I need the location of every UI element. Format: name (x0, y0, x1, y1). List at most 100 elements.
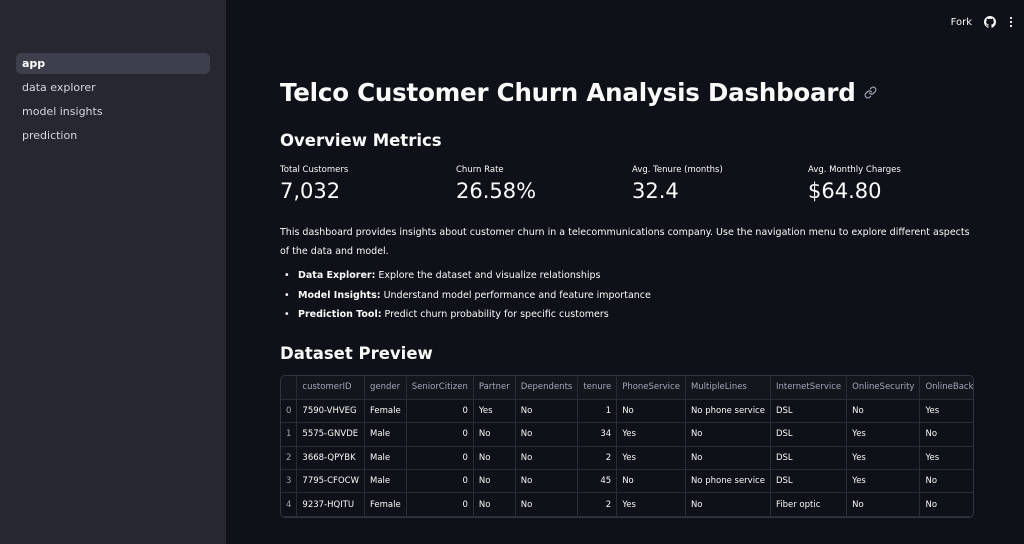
fork-button[interactable]: Fork (950, 16, 972, 28)
table-cell[interactable]: Yes (846, 446, 921, 471)
table-cell[interactable]: No (919, 469, 973, 494)
table-cell[interactable]: 34 (577, 422, 618, 447)
main-content: Telco Customer Churn Analysis Dashboard … (280, 0, 980, 544)
column-header[interactable]: Dependents (515, 376, 579, 400)
table-cell[interactable]: No (616, 399, 686, 424)
table-cell[interactable]: No (473, 422, 516, 447)
table-cell[interactable]: No (685, 492, 771, 517)
table-cell[interactable]: Male (364, 422, 407, 447)
list-item: Data Explorer: Explore the dataset and v… (280, 266, 970, 286)
sidebar-item-prediction[interactable]: prediction (22, 129, 78, 142)
list-item-title: Prediction Tool: (298, 309, 382, 320)
column-header[interactable]: InternetService (770, 376, 848, 400)
metric-avg-tenure: Avg. Tenure (months) 32.4 (632, 165, 723, 203)
table-cell[interactable]: 7590-VHVEG (296, 399, 365, 424)
table-cell[interactable]: 2 (577, 446, 618, 471)
table-cell[interactable]: No (846, 492, 921, 517)
table-cell[interactable]: No (685, 446, 771, 471)
table-header-row: customerID gender SeniorCitizen Partner … (281, 376, 973, 400)
table-cell[interactable]: Yes (919, 399, 973, 424)
table-cell[interactable]: 2 (577, 492, 618, 517)
table-cell[interactable]: 0 (406, 422, 474, 447)
table-cell[interactable]: Yes (846, 469, 921, 494)
table-cell[interactable]: No (473, 492, 516, 517)
table-cell[interactable]: No (515, 469, 579, 494)
column-header[interactable]: gender (364, 376, 407, 400)
table-cell[interactable]: No (515, 492, 579, 517)
column-header[interactable]: PhoneService (616, 376, 686, 400)
table-cell[interactable]: Yes (919, 446, 973, 471)
table-cell[interactable]: DSL (770, 446, 848, 471)
table-cell[interactable]: No (515, 422, 579, 447)
metric-label: Churn Rate (456, 165, 504, 175)
page-header: Telco Customer Churn Analysis Dashboard (280, 78, 877, 107)
metric-label: Avg. Monthly Charges (808, 165, 901, 175)
table-cell[interactable]: 9237-HQITU (296, 492, 365, 517)
column-header[interactable]: tenure (577, 376, 618, 400)
table-cell[interactable]: Yes (846, 422, 921, 447)
sidebar-item-data-explorer[interactable]: data explorer (22, 81, 96, 94)
github-icon[interactable] (984, 16, 996, 28)
list-item: Model Insights: Understand model perform… (280, 286, 970, 306)
more-vertical-icon[interactable] (1008, 16, 1014, 28)
column-header[interactable]: Partner (473, 376, 516, 400)
metric-avg-monthly-charges: Avg. Monthly Charges $64.80 (808, 165, 901, 203)
table-cell[interactable]: 0 (406, 492, 474, 517)
sidebar-item-app[interactable]: app (16, 53, 210, 74)
metric-churn-rate: Churn Rate 26.58% (456, 165, 536, 203)
table-cell[interactable]: No (473, 469, 516, 494)
page-title: Telco Customer Churn Analysis Dashboard (280, 78, 856, 107)
column-header[interactable]: customerID (296, 376, 365, 400)
list-item: Prediction Tool: Predict churn probabili… (280, 305, 970, 325)
table-cell[interactable]: 45 (577, 469, 618, 494)
table-cell[interactable]: No phone service (685, 469, 771, 494)
sidebar-item-model-insights[interactable]: model insights (22, 105, 103, 118)
list-item-title: Model Insights: (298, 289, 381, 301)
table-cell[interactable]: No (616, 469, 686, 494)
table-cell[interactable]: No phone service (685, 399, 771, 424)
table-cell[interactable]: Yes (616, 492, 686, 517)
table-cell[interactable]: No (473, 446, 516, 471)
toolbar: Fork (951, 12, 1014, 32)
column-header[interactable]: SeniorCitizen (406, 376, 474, 400)
sidebar-nav: app data explorer model insights predict… (16, 53, 210, 149)
table-cell[interactable]: 0 (406, 469, 474, 494)
metric-value: 7,032 (280, 179, 341, 203)
table-cell[interactable]: 0 (406, 446, 474, 471)
table-cell[interactable]: Yes (616, 446, 686, 471)
table-cell[interactable]: Male (364, 446, 407, 471)
table-cell[interactable]: Female (364, 492, 407, 517)
table-cell[interactable]: 0 (406, 399, 474, 424)
metric-value: 32.4 (632, 179, 679, 203)
table-cell[interactable]: 7795-CFOCW (296, 469, 365, 494)
column-header[interactable]: OnlineSecurity (846, 376, 921, 400)
table-cell[interactable]: 5575-GNVDE (296, 422, 365, 447)
table-cell[interactable]: No (515, 399, 579, 424)
table-cell[interactable]: No (919, 492, 973, 517)
sidebar: app data explorer model insights predict… (0, 0, 226, 544)
table-cell[interactable]: Male (364, 469, 407, 494)
column-header[interactable] (281, 376, 298, 400)
table-cell[interactable]: No (685, 422, 771, 447)
table-cell[interactable]: No (515, 446, 579, 471)
table-cell[interactable]: Fiber optic (770, 492, 848, 517)
list-item-text: Understand model performance and feature… (380, 289, 651, 301)
table-cell[interactable]: Yes (616, 422, 686, 447)
column-header[interactable]: MultipleLines (685, 376, 771, 400)
list-item-text: Explore the dataset and visualize relati… (375, 270, 601, 281)
table-cell[interactable]: 3668-QPYBK (296, 446, 365, 471)
metric-value: 26.58% (456, 179, 537, 203)
table-cell[interactable]: No (846, 399, 921, 424)
row-index: 2 (281, 446, 298, 471)
table-cell[interactable]: Yes (473, 399, 516, 424)
table-cell[interactable]: DSL (770, 469, 848, 494)
dataset-preview-table[interactable]: customerID gender SeniorCitizen Partner … (280, 375, 974, 518)
table-cell[interactable]: Female (364, 399, 407, 424)
feature-list: Data Explorer: Explore the dataset and v… (280, 266, 970, 325)
table-cell[interactable]: 1 (577, 399, 618, 424)
column-header[interactable]: OnlineBackup (919, 376, 973, 400)
table-cell[interactable]: No (919, 422, 973, 447)
table-cell[interactable]: DSL (770, 422, 848, 447)
table-cell[interactable]: DSL (770, 399, 848, 424)
link-icon[interactable] (864, 86, 877, 99)
